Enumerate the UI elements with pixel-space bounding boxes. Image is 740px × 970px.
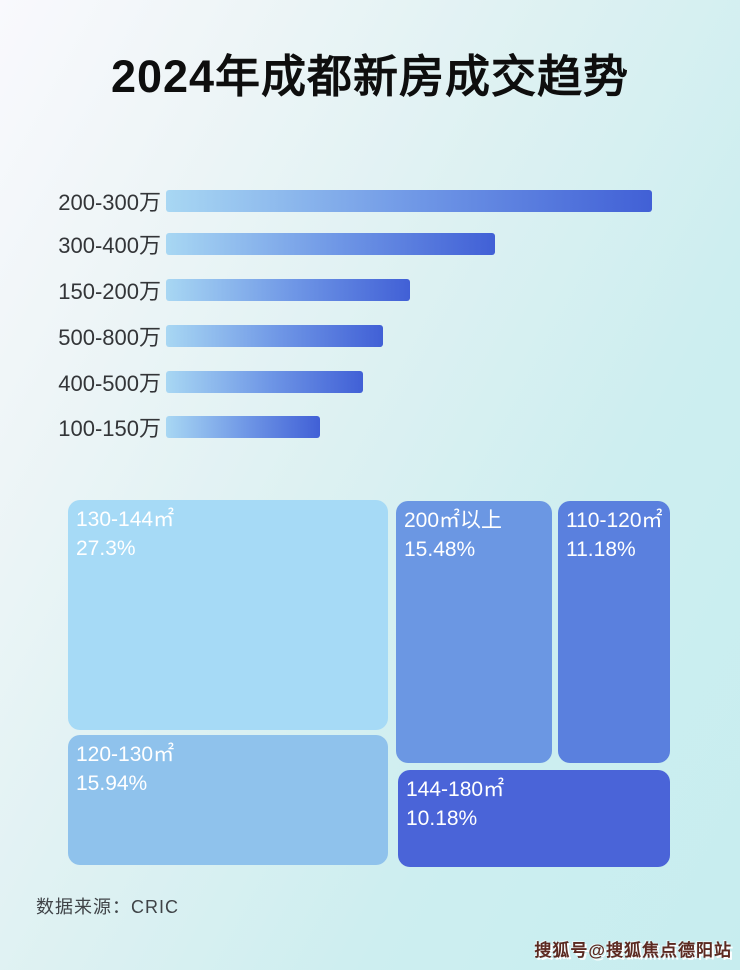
bar-category-label: 150-200万 (58, 279, 161, 304)
bar-segment (166, 233, 495, 255)
treemap-box-percentage: 15.48% (404, 538, 476, 561)
bar-row: 400-500万 (0, 371, 740, 396)
treemap-box-percentage: 15.94% (76, 772, 148, 795)
treemap-box-percentage: 27.3% (76, 537, 136, 560)
bar-segment (166, 279, 410, 301)
treemap-box: 130-144㎡ 27.3% (68, 500, 388, 730)
watermark-text: 搜狐号@搜狐焦点德阳站 (534, 941, 732, 960)
bar-row: 100-150万 (0, 416, 740, 441)
treemap-box-percentage: 10.18% (406, 807, 478, 830)
bar-segment (166, 190, 652, 212)
treemap-box: 144-180㎡ 10.18% (398, 770, 670, 867)
bar-category-label: 300-400万 (58, 233, 161, 258)
bar-row: 150-200万 (0, 279, 740, 304)
bar-category-label: 500-800万 (58, 325, 161, 350)
bar-category-label: 400-500万 (58, 371, 161, 396)
treemap-box-label: 110-120㎡ (566, 509, 663, 532)
data-source-label: 数据来源：CRIC (36, 897, 179, 917)
bar-category-label: 100-150万 (58, 416, 161, 441)
treemap-box-label: 144-180㎡ (406, 778, 505, 801)
bar-row: 200-300万 (0, 190, 740, 215)
page-title: 2024年成都新房成交趋势 (110, 51, 630, 102)
treemap-box: 200㎡以上 15.48% (396, 501, 552, 763)
bar-row: 300-400万 (0, 233, 740, 258)
treemap-box: 110-120㎡ 11.18% (558, 501, 670, 763)
bar-segment (166, 325, 383, 347)
treemap-box-percentage: 11.18% (566, 538, 636, 561)
treemap-box-label: 200㎡以上 (404, 509, 503, 532)
bar-segment (166, 416, 320, 438)
bar-row: 500-800万 (0, 325, 740, 350)
treemap-box-label: 120-130㎡ (76, 743, 175, 766)
treemap-box: 120-130㎡ 15.94% (68, 735, 388, 865)
bar-category-label: 200-300万 (58, 190, 161, 215)
bar-segment (166, 371, 363, 393)
treemap-box-label: 130-144㎡ (76, 508, 175, 531)
